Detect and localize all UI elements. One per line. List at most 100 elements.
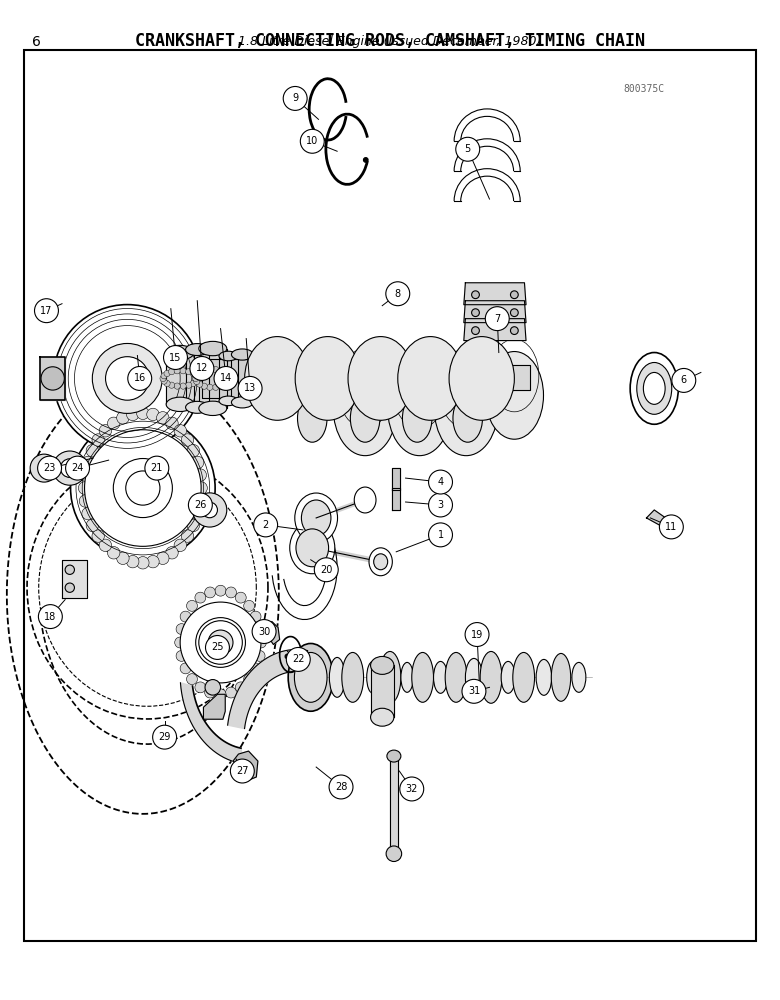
- Ellipse shape: [636, 362, 672, 414]
- Ellipse shape: [166, 397, 194, 412]
- Circle shape: [166, 547, 178, 559]
- Circle shape: [250, 611, 261, 622]
- Text: 7: 7: [495, 314, 501, 324]
- Circle shape: [252, 620, 276, 643]
- Ellipse shape: [219, 351, 238, 361]
- Circle shape: [166, 417, 178, 430]
- Circle shape: [164, 380, 170, 387]
- Text: 800375C: 800375C: [623, 84, 665, 94]
- Circle shape: [61, 459, 79, 477]
- Ellipse shape: [449, 337, 514, 420]
- Circle shape: [243, 600, 254, 611]
- Polygon shape: [233, 751, 258, 781]
- Bar: [24, 50, 756, 941]
- Circle shape: [456, 137, 480, 161]
- Circle shape: [215, 689, 226, 700]
- Circle shape: [157, 412, 169, 424]
- Ellipse shape: [374, 554, 388, 570]
- Ellipse shape: [166, 345, 194, 360]
- Text: 6: 6: [681, 375, 687, 385]
- Text: 24: 24: [71, 463, 83, 473]
- Circle shape: [472, 327, 480, 334]
- Text: 28: 28: [335, 782, 347, 792]
- Ellipse shape: [232, 397, 254, 408]
- Ellipse shape: [296, 529, 328, 567]
- Circle shape: [201, 383, 207, 389]
- Circle shape: [193, 378, 200, 384]
- Text: 13: 13: [244, 383, 256, 393]
- Circle shape: [672, 368, 696, 392]
- Circle shape: [286, 647, 310, 671]
- Circle shape: [186, 382, 192, 388]
- Text: 16: 16: [133, 373, 146, 383]
- Circle shape: [510, 309, 518, 317]
- Circle shape: [181, 434, 193, 446]
- Ellipse shape: [369, 548, 392, 576]
- Ellipse shape: [295, 493, 338, 543]
- Text: 6: 6: [33, 35, 41, 49]
- Polygon shape: [370, 665, 394, 717]
- Text: 4: 4: [438, 477, 444, 487]
- Ellipse shape: [644, 372, 665, 404]
- Circle shape: [136, 407, 149, 420]
- Ellipse shape: [219, 396, 238, 406]
- Ellipse shape: [199, 341, 227, 356]
- Polygon shape: [219, 356, 238, 401]
- Circle shape: [386, 282, 410, 306]
- Circle shape: [193, 493, 227, 527]
- Circle shape: [117, 412, 129, 424]
- Circle shape: [187, 444, 200, 457]
- Circle shape: [176, 624, 187, 635]
- Circle shape: [329, 775, 353, 799]
- Circle shape: [197, 370, 203, 376]
- Circle shape: [186, 369, 192, 375]
- Ellipse shape: [551, 653, 571, 701]
- Circle shape: [659, 515, 683, 539]
- Circle shape: [174, 368, 180, 374]
- Circle shape: [180, 602, 261, 683]
- Circle shape: [472, 309, 480, 317]
- Circle shape: [225, 687, 236, 698]
- Ellipse shape: [329, 657, 345, 697]
- Ellipse shape: [630, 353, 679, 424]
- Circle shape: [193, 373, 200, 379]
- Circle shape: [86, 444, 98, 457]
- Circle shape: [510, 327, 518, 334]
- Text: 1.8 Litre Diesel Engine (Issued December, 1980): 1.8 Litre Diesel Engine (Issued December…: [239, 35, 541, 48]
- Circle shape: [363, 158, 368, 162]
- Circle shape: [86, 519, 98, 532]
- Ellipse shape: [398, 337, 463, 420]
- Text: 15: 15: [169, 353, 182, 363]
- Circle shape: [78, 482, 90, 494]
- Polygon shape: [464, 301, 526, 323]
- Ellipse shape: [536, 659, 551, 695]
- Circle shape: [38, 605, 62, 629]
- Circle shape: [53, 451, 87, 485]
- Polygon shape: [199, 349, 227, 408]
- Ellipse shape: [434, 661, 448, 693]
- Circle shape: [197, 381, 203, 387]
- Circle shape: [230, 759, 254, 783]
- Circle shape: [80, 495, 92, 507]
- Circle shape: [223, 370, 229, 376]
- Circle shape: [236, 592, 246, 603]
- Circle shape: [254, 513, 278, 537]
- Circle shape: [84, 430, 201, 546]
- Circle shape: [65, 565, 74, 574]
- Ellipse shape: [350, 394, 380, 442]
- Text: 10: 10: [307, 136, 318, 146]
- Circle shape: [190, 380, 197, 387]
- Circle shape: [225, 587, 236, 598]
- Ellipse shape: [485, 352, 544, 439]
- Circle shape: [204, 687, 215, 698]
- Ellipse shape: [199, 401, 227, 416]
- Circle shape: [164, 370, 170, 377]
- Ellipse shape: [333, 361, 397, 456]
- Circle shape: [190, 370, 197, 377]
- Ellipse shape: [354, 487, 376, 513]
- Circle shape: [174, 383, 180, 389]
- Circle shape: [136, 557, 149, 569]
- Circle shape: [208, 630, 233, 655]
- Polygon shape: [464, 283, 526, 305]
- Text: 12: 12: [196, 363, 208, 373]
